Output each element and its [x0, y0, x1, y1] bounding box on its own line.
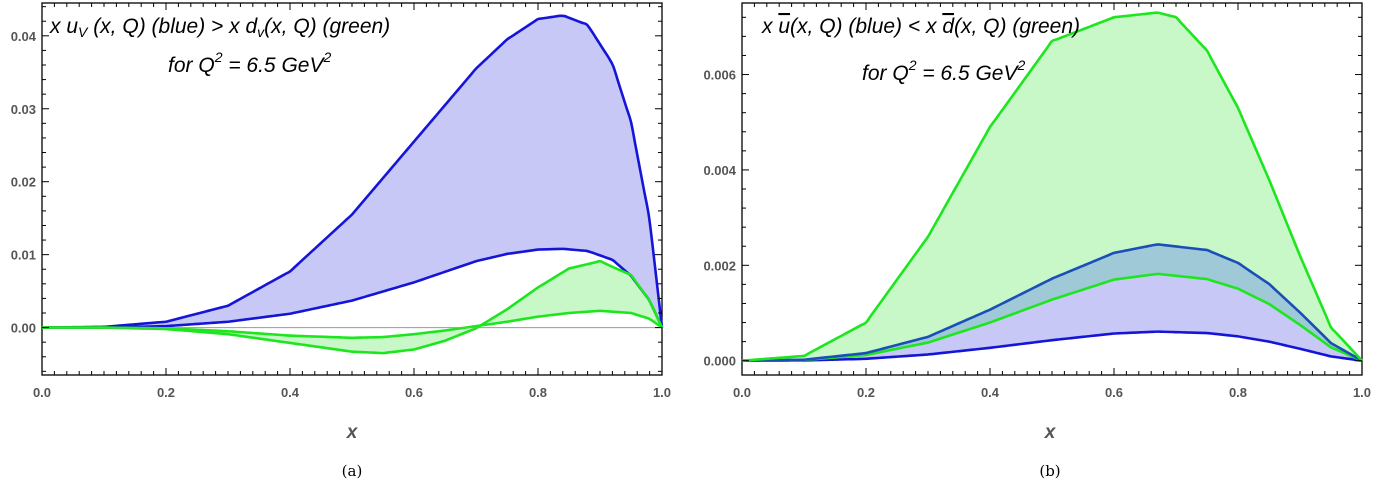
panel-b-xlabel: x: [1044, 422, 1057, 443]
panel-b-annotation-line1: x u(x, Q) (blue) < x d(x, Q) (green): [761, 15, 1080, 38]
x-tick-label: 1.0: [1353, 385, 1371, 400]
blue-band-fill: [42, 15, 662, 328]
blue-upper-curve: [741, 243, 1363, 362]
x-tick-label: 0.6: [405, 385, 423, 400]
x-tick-label: 0.0: [733, 385, 751, 400]
overlap-band-fill: [742, 244, 1362, 361]
x-tick-label: 0.0: [33, 385, 51, 400]
panel-a: 0.0 0.2 0.4 0.6 0.8 1.0 0.00 0.01 0.02 0.03 0.04 x…: [11, 2, 671, 480]
panel-a-ticks: 0.0 0.2 0.4 0.6 0.8 1.0 0.00 0.01 0.02 0.03 0.04: [11, 3, 671, 400]
panel-a-xlabel: x: [346, 422, 359, 443]
blue-band-fill: [742, 273, 1362, 361]
blue-lower-curve: [42, 247, 664, 329]
panel-b-annotation-line2: for Q2 = 6.5 GeV2: [862, 57, 1025, 85]
y-tick-label: 0.00: [11, 321, 36, 336]
x-tick-label: 0.4: [981, 385, 1000, 400]
green-lower-curve: [741, 272, 1363, 362]
panel-b: 0.0 0.2 0.4 0.6 0.8 1.0 0.000 0.002 0.004 0.006 x…: [703, 2, 1371, 480]
green-upper-curve: [741, 11, 1363, 362]
y-tick-label: 0.000: [703, 354, 736, 369]
x-tick-label: 0.4: [281, 385, 300, 400]
y-tick-label: 0.01: [11, 248, 36, 263]
panel-a-plot: 0.0 0.2 0.4 0.6 0.8 1.0 0.00 0.01 0.02 0.03 0.04: [11, 2, 671, 400]
y-tick-label: 0.002: [703, 258, 736, 273]
x-tick-label: 0.8: [1229, 385, 1247, 400]
panel-a-caption: (a): [342, 462, 363, 480]
panel-b-plot: 0.0 0.2 0.4 0.6 0.8 1.0 0.000 0.002 0.004 0.006: [703, 2, 1371, 400]
panel-a-annotation-line2: for Q2 = 6.5 GeV2: [168, 49, 331, 77]
x-tick-label: 0.2: [857, 385, 875, 400]
blue-lower-curve: [741, 330, 1363, 362]
x-tick-label: 1.0: [653, 385, 671, 400]
panel-b-ticks: 0.0 0.2 0.4 0.6 0.8 1.0 0.000 0.002 0.004 0.006: [703, 3, 1371, 400]
y-tick-label: 0.02: [11, 175, 36, 190]
panel-a-annotation-line1: x uV (x, Q) (blue) > x dv(x, Q) (green): [49, 15, 390, 40]
x-tick-label: 0.6: [1105, 385, 1123, 400]
y-tick-label: 0.04: [11, 29, 37, 44]
panel-b-caption: (b): [1039, 462, 1060, 480]
blue-upper-curve: [41, 14, 664, 329]
x-tick-label: 0.8: [529, 385, 547, 400]
y-tick-label: 0.03: [11, 102, 36, 117]
panel-b-marks: [741, 11, 1363, 362]
x-tick-label: 0.2: [157, 385, 175, 400]
y-tick-label: 0.004: [703, 163, 736, 178]
y-tick-label: 0.006: [703, 68, 736, 83]
